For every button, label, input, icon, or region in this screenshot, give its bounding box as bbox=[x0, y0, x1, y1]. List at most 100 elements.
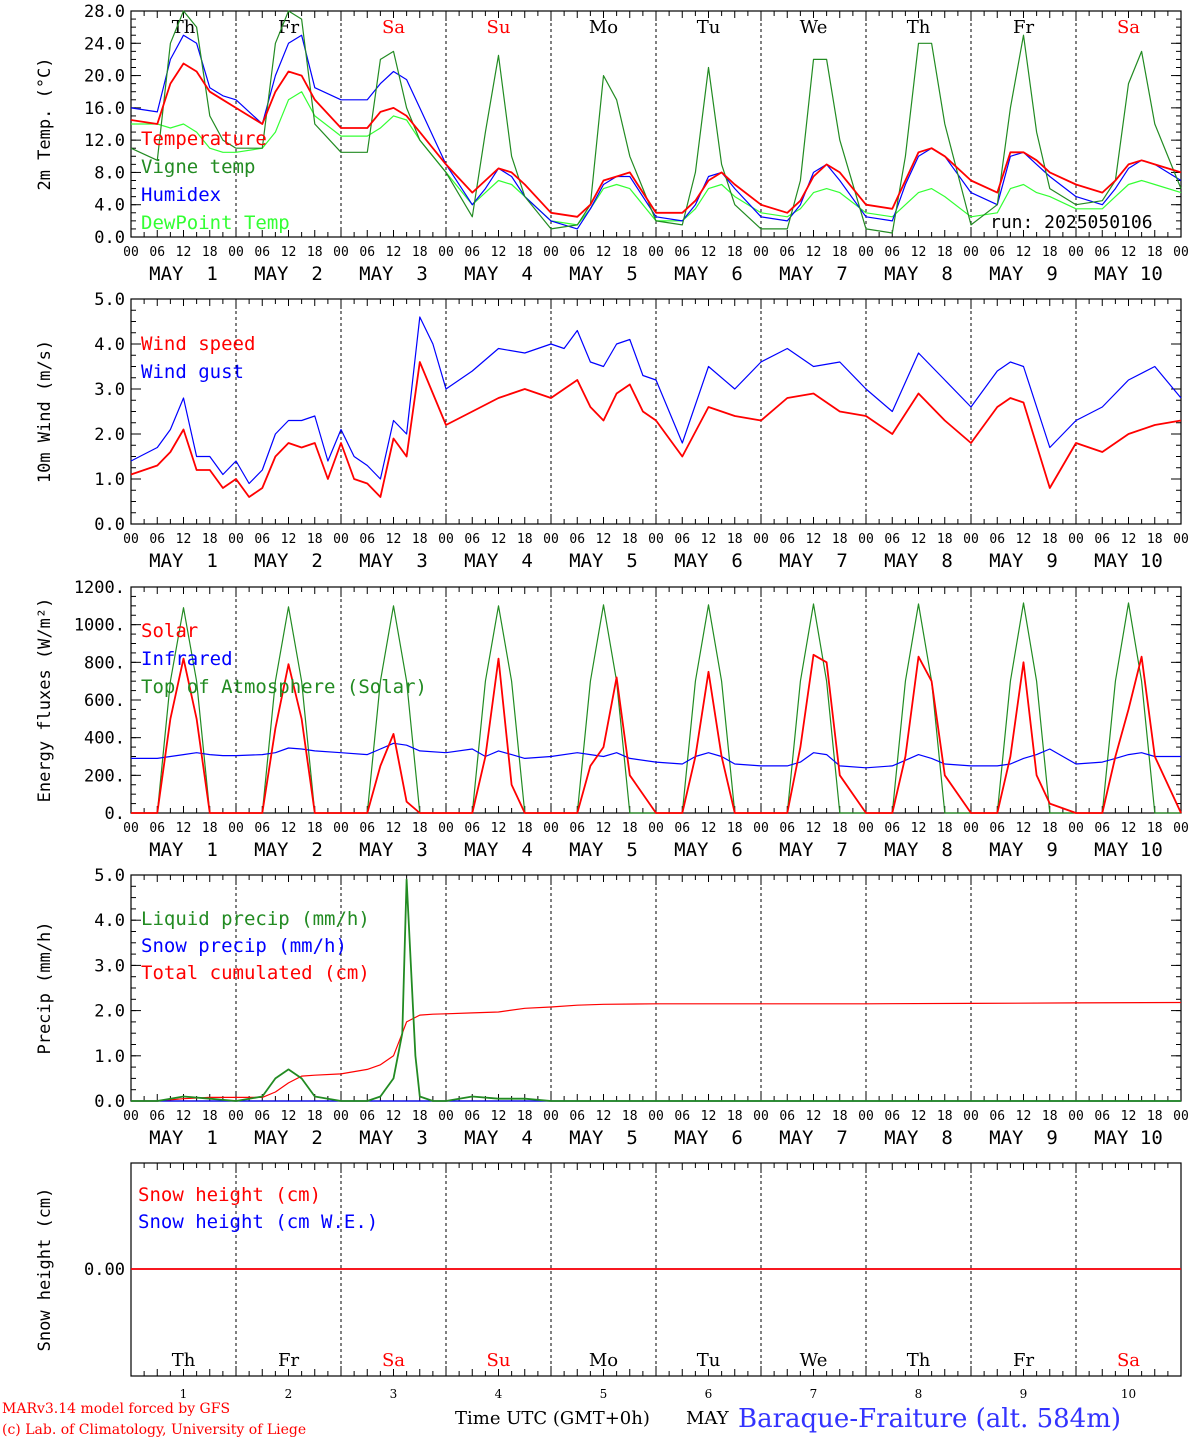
legend-entry: Snow precip (mm/h) bbox=[141, 935, 347, 957]
hour-tick-label: 12 bbox=[806, 1109, 822, 1124]
legend-entry: Wind gust bbox=[141, 361, 244, 383]
hour-tick-label: 00 bbox=[123, 1109, 139, 1124]
hour-tick-label: 00 bbox=[1068, 821, 1084, 836]
hour-tick-label: 06 bbox=[884, 821, 900, 836]
date-label: MAY 10 bbox=[1094, 263, 1163, 285]
date-label: MAY 9 bbox=[989, 839, 1058, 861]
hour-tick-label: 06 bbox=[359, 1109, 375, 1124]
weekday-label: Sa bbox=[382, 17, 405, 38]
day-number-label: 8 bbox=[915, 1387, 923, 1401]
hour-tick-label: 00 bbox=[963, 821, 979, 836]
hour-tick-label: 18 bbox=[202, 245, 218, 260]
hour-tick-label: 00 bbox=[543, 245, 559, 260]
date-label: MAY 3 bbox=[359, 1127, 428, 1149]
day-number-label: 4 bbox=[495, 1387, 503, 1401]
y-tick-label: 24.0 bbox=[84, 34, 125, 54]
hour-tick-label: 18 bbox=[517, 821, 533, 836]
date-label: MAY 1 bbox=[149, 263, 218, 285]
weekday-label: Fr bbox=[1013, 17, 1034, 38]
date-label: MAY 8 bbox=[884, 550, 953, 572]
date-label: MAY 3 bbox=[359, 839, 428, 861]
y-tick-label: 400. bbox=[84, 729, 125, 749]
hour-tick-label: 12 bbox=[491, 821, 507, 836]
y-axis-label: Precip (mm/h) bbox=[35, 921, 55, 1054]
series-line bbox=[131, 1001, 1182, 1102]
y-tick-label: 5.0 bbox=[94, 290, 125, 310]
date-label: MAY 6 bbox=[674, 839, 743, 861]
hour-tick-label: 00 bbox=[123, 245, 139, 260]
panel-frame bbox=[130, 298, 1182, 525]
y-tick-label: 4.0 bbox=[94, 911, 125, 931]
y-tick-label: 5.0 bbox=[94, 866, 125, 886]
day-number-label: 6 bbox=[705, 1387, 713, 1401]
hour-tick-label: 00 bbox=[753, 1109, 769, 1124]
hour-tick-label: 06 bbox=[359, 821, 375, 836]
hour-tick-label: 18 bbox=[937, 1109, 953, 1124]
footer-group: MARv3.14 model forced by GFS (c) Lab. of… bbox=[2, 1401, 1121, 1438]
hour-tick-label: 18 bbox=[1042, 1109, 1058, 1124]
hour-tick-label: 00 bbox=[543, 1109, 559, 1124]
hour-tick-label: 00 bbox=[543, 821, 559, 836]
hour-tick-label: 18 bbox=[1147, 1109, 1163, 1124]
hour-tick-label: 06 bbox=[569, 245, 585, 260]
date-label: MAY 8 bbox=[884, 1127, 953, 1149]
hour-tick-label: 12 bbox=[281, 245, 297, 260]
legend-entry: Humidex bbox=[141, 184, 221, 206]
hour-tick-label: 12 bbox=[176, 821, 192, 836]
hour-tick-label: 06 bbox=[254, 245, 270, 260]
hour-tick-label: 18 bbox=[832, 1109, 848, 1124]
hour-tick-label: 00 bbox=[1068, 532, 1084, 547]
hour-tick-label: 12 bbox=[1121, 532, 1137, 547]
hour-tick-label: 00 bbox=[648, 1109, 664, 1124]
date-label: MAY 4 bbox=[464, 263, 533, 285]
hour-tick-label: 18 bbox=[202, 821, 218, 836]
hour-tick-label: 06 bbox=[884, 532, 900, 547]
hour-tick-label: 06 bbox=[674, 532, 690, 547]
hour-tick-label: 18 bbox=[832, 532, 848, 547]
run-annotation: run: 2025050106 bbox=[990, 212, 1153, 233]
hour-tick-label: 12 bbox=[701, 821, 717, 836]
hour-tick-label: 18 bbox=[1147, 245, 1163, 260]
series-line bbox=[131, 602, 1181, 814]
hour-tick-label: 00 bbox=[753, 532, 769, 547]
hour-tick-label: 12 bbox=[596, 821, 612, 836]
y-tick-label: 8.0 bbox=[94, 163, 125, 183]
hour-tick-label: 06 bbox=[359, 245, 375, 260]
date-label: MAY 6 bbox=[674, 550, 743, 572]
date-label: MAY 7 bbox=[779, 263, 848, 285]
weekday-label: Sa bbox=[1117, 1350, 1140, 1371]
hour-tick-label: 12 bbox=[806, 532, 822, 547]
day-number-label: 3 bbox=[390, 1387, 398, 1401]
hour-tick-label: 18 bbox=[937, 821, 953, 836]
hour-tick-label: 06 bbox=[149, 245, 165, 260]
series-line bbox=[130, 361, 1182, 498]
y-tick-label: 20.0 bbox=[84, 67, 125, 87]
y-tick-label: 0. bbox=[105, 804, 125, 824]
y-tick-label: 12.0 bbox=[84, 131, 125, 151]
hour-tick-label: 00 bbox=[858, 821, 874, 836]
date-label: MAY 7 bbox=[779, 550, 848, 572]
hour-tick-label: 12 bbox=[701, 532, 717, 547]
hour-tick-label: 12 bbox=[281, 1109, 297, 1124]
hour-tick-label: 18 bbox=[832, 821, 848, 836]
y-tick-label: 3.0 bbox=[94, 956, 125, 976]
hour-tick-label: 12 bbox=[596, 1109, 612, 1124]
hour-tick-label: 18 bbox=[622, 1109, 638, 1124]
hour-tick-label: 00 bbox=[123, 821, 139, 836]
series-line bbox=[130, 10, 1182, 234]
date-label: MAY 4 bbox=[464, 1127, 533, 1149]
date-label: MAY 6 bbox=[674, 263, 743, 285]
legend-entry: Snow height (cm) bbox=[138, 1184, 321, 1206]
hour-tick-label: 06 bbox=[569, 1109, 585, 1124]
hour-tick-label: 12 bbox=[1016, 1109, 1032, 1124]
hour-tick-label: 00 bbox=[228, 532, 244, 547]
hour-tick-label: 18 bbox=[727, 1109, 743, 1124]
hour-tick-label: 12 bbox=[701, 245, 717, 260]
weekday-label: Fr bbox=[278, 1350, 299, 1371]
hour-tick-label: 06 bbox=[674, 1109, 690, 1124]
hour-tick-label: 12 bbox=[911, 1109, 927, 1124]
weekday-label: We bbox=[800, 17, 828, 38]
hour-tick-label: 06 bbox=[1094, 532, 1110, 547]
day-number-label: 7 bbox=[810, 1387, 818, 1401]
